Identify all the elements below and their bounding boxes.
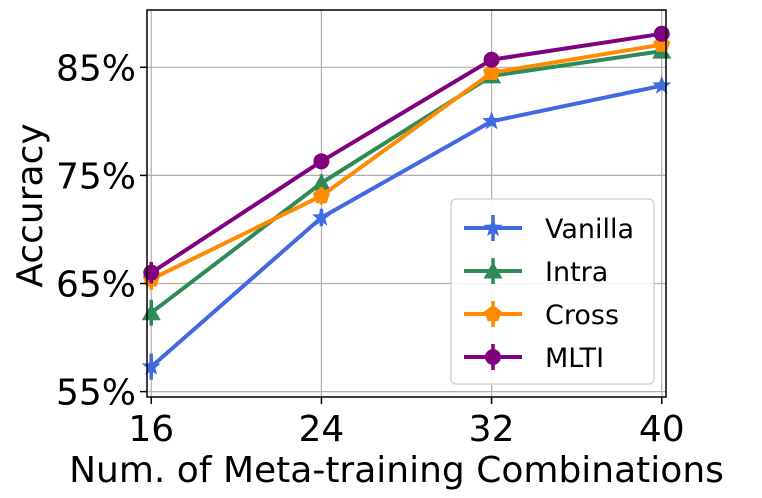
data-point-cross — [312, 186, 330, 204]
series-line-intra — [150, 49, 662, 315]
x-axis-title: Num. of Meta-training Combinations — [69, 450, 724, 491]
series-vanilla — [141, 75, 672, 380]
x-tick-label: 16 — [128, 409, 174, 450]
data-point-vanilla — [482, 111, 502, 130]
y-axis-title: Accuracy — [10, 123, 51, 287]
legend-marker-mlti — [485, 349, 501, 365]
x-tick-label: 24 — [299, 409, 345, 450]
y-tick-label: 85% — [56, 48, 136, 89]
legend: Vanilla Intra Cross MLTI — [450, 198, 655, 385]
data-point-vanilla — [652, 75, 672, 94]
data-point-mlti — [653, 25, 670, 42]
series-layer — [141, 25, 672, 380]
ticks: 16 24 32 40 55% 65% 75% 85% — [56, 48, 685, 450]
legend-label-intra: Intra — [545, 257, 608, 288]
series-line-cross — [150, 42, 663, 281]
y-tick-label: 65% — [56, 264, 136, 305]
data-point-mlti — [313, 153, 330, 170]
x-tick-label: 32 — [469, 409, 515, 450]
legend-marker-cross — [484, 305, 502, 322]
plot-frame — [146, 9, 667, 398]
data-point-mlti — [483, 51, 500, 68]
legend-marker-vanilla — [483, 218, 503, 237]
legend-label-vanilla: Vanilla — [545, 214, 634, 245]
series-line-mlti — [150, 31, 663, 275]
x-tick-label: 40 — [639, 409, 685, 450]
legend-marker-intra — [483, 262, 503, 279]
y-tick-label: 55% — [56, 373, 136, 414]
legend-box — [450, 198, 655, 385]
legend-label-cross: Cross — [545, 300, 619, 331]
series-line-vanilla — [149, 83, 663, 369]
data-point-cross — [483, 63, 501, 80]
data-point-intra — [311, 174, 331, 191]
data-point-vanilla — [141, 356, 161, 375]
legend-label-mlti: MLTI — [545, 343, 604, 374]
y-tick-label: 75% — [56, 156, 136, 197]
data-point-vanilla — [311, 207, 331, 226]
data-point-mlti — [143, 264, 160, 281]
